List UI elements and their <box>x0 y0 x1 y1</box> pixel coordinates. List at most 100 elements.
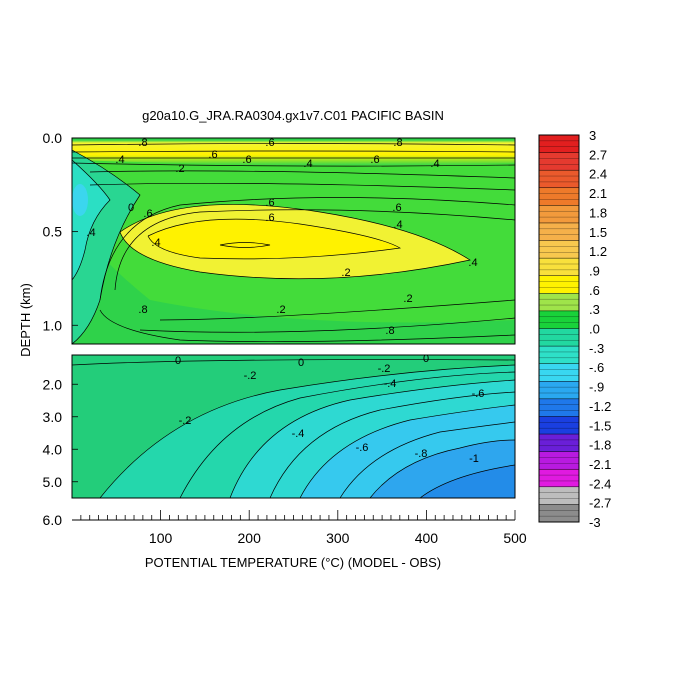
upper-contour-label: .8 <box>138 304 147 316</box>
x-tick-label: 300 <box>326 530 350 546</box>
contour-surface-4 <box>72 162 515 167</box>
lower-contour-label: -.2 <box>244 370 257 382</box>
contour-thermo-4 <box>147 218 402 260</box>
x-tick-label: 500 <box>503 530 527 546</box>
colorbar-swatch <box>539 486 579 505</box>
y-tick-label: 2.0 <box>43 376 63 392</box>
colorbar-swatch <box>539 328 579 347</box>
x-tick-label: 400 <box>415 530 439 546</box>
upper-contour-label: .6 <box>265 212 274 224</box>
upper-contour-label: .8 <box>138 137 147 149</box>
colorbar-label: -1.8 <box>589 438 611 453</box>
upper-contour-label: .4 <box>393 219 402 231</box>
upper-contour-label: .6 <box>265 197 274 209</box>
y-tick-label: 0.0 <box>43 130 63 146</box>
y-tick-label: 5.0 <box>43 474 63 490</box>
y-tick-label: 6.0 <box>43 512 63 528</box>
x-axis-label: POTENTIAL TEMPERATURE (°C) (MODEL - OBS) <box>145 555 441 570</box>
colorbar-swatch <box>539 275 579 294</box>
colorbar-swatch <box>539 451 579 470</box>
upper-contour-label: .6 <box>208 149 217 161</box>
upper-contour-label: .4 <box>115 154 124 166</box>
lower-contour-label: 0 <box>423 353 429 365</box>
colorbar-label: -2.7 <box>589 496 611 511</box>
colorbar-label: -.6 <box>589 360 604 375</box>
upper-contour-label: .4 <box>303 158 312 170</box>
lower-contour-label: -.2 <box>179 415 192 427</box>
lower-contours <box>72 359 515 498</box>
contour-cold-1 <box>72 159 111 281</box>
contour-thermo-1 <box>99 197 515 301</box>
colorbar-swatch <box>539 222 579 242</box>
colorbar-label: -2.4 <box>589 476 611 491</box>
upper-contour-label: 0 <box>128 202 134 214</box>
colorbar-label: 1.2 <box>589 244 607 259</box>
contour-lower-2 <box>99 364 515 498</box>
lower-contour-label: -.4 <box>384 378 397 390</box>
colorbar-swatch <box>539 135 579 154</box>
surface-warm-band <box>72 140 515 165</box>
colorbar-label: .9 <box>589 263 600 278</box>
colorbar-label: .0 <box>589 322 600 337</box>
colorbar-label: -2.1 <box>589 457 611 472</box>
contour-surface-2 <box>72 150 515 153</box>
upper-contour-label: .4 <box>151 237 160 249</box>
contour-thermo-2 <box>114 209 515 291</box>
colorbar-label: 1.8 <box>589 205 607 220</box>
upper-cold-eddy <box>72 184 88 216</box>
colorbar-label: -1.5 <box>589 418 611 433</box>
y-tick-label: 3.0 <box>43 409 63 425</box>
lower-contour-label: 0 <box>175 355 181 367</box>
colorbar-label: -.3 <box>589 341 604 356</box>
colorbar-label: .3 <box>589 302 600 317</box>
colorbar-label: 1.5 <box>589 225 607 240</box>
contour-thermo-3 <box>119 204 471 280</box>
contour-lower-3 <box>179 371 515 498</box>
colorbar-swatch <box>539 434 579 453</box>
contour-lower-1 <box>72 359 515 366</box>
lower-contour-label: -1 <box>469 453 479 465</box>
y-axis-ticks: 0.0 0.5 1.0 2.0 3.0 4.0 5.0 6.0 <box>43 130 78 528</box>
lower-panel-frame <box>71 354 516 499</box>
colorbar-swatch <box>539 416 579 435</box>
upper-contour-label: .6 <box>370 154 379 166</box>
contour-thermo-mini <box>219 242 271 248</box>
x-tick-label: 100 <box>149 530 173 546</box>
contour-lower-8 <box>369 439 515 498</box>
colorbar-swatch <box>539 346 579 365</box>
colorbar-label: 3 <box>589 128 596 143</box>
colorbar-label: 2.7 <box>589 147 607 162</box>
colorbar-swatch <box>539 187 579 206</box>
upper-contour-label: .4 <box>86 227 95 239</box>
upper-contour-label: .2 <box>341 267 350 279</box>
colorbar-swatch <box>539 469 579 488</box>
colorbar-swatch <box>539 504 579 523</box>
colorbar-swatch <box>539 152 579 171</box>
colorbar-swatch <box>539 240 579 259</box>
colorbar-swatch <box>539 381 579 400</box>
lower-contour-label: -.2 <box>378 363 391 375</box>
contour-lower-7 <box>339 421 515 498</box>
lower-contour-label: -.6 <box>356 442 369 454</box>
contour-lower-5 <box>269 391 515 498</box>
colorbar-label: 2.4 <box>589 167 607 182</box>
contour-deep-1 <box>159 299 515 321</box>
upper-contour-label: .6 <box>392 202 401 214</box>
x-tick-label: 200 <box>238 530 262 546</box>
upper-contour-label: .6 <box>242 154 251 166</box>
colorbar-frame <box>538 134 580 523</box>
upper-contour-label: .8 <box>393 137 402 149</box>
colorbar: 3 2.7 2.4 2.1 1.8 1.5 1.2 .9 .6 .3 .0 -.3 -.6 -.9 -1.2… <box>538 128 611 530</box>
upper-contour-label: .6 <box>265 137 274 149</box>
colorbar-swatch <box>539 170 579 189</box>
upper-contour-label: .2 <box>403 293 412 305</box>
lower-contour-labels: 0 0 0 -.2 -.2 -.4 -.2 -.6 -.4 -.6 -.8 -1 <box>175 353 484 465</box>
colorbar-swatch <box>539 293 579 312</box>
contour-cold-2 <box>72 149 141 344</box>
x-axis-ticks: 100 200 300 400 500 <box>80 510 527 546</box>
y-tick-label: 1.0 <box>43 317 63 333</box>
thermocline-inner-core <box>148 219 400 259</box>
colorbar-label: .6 <box>589 283 600 298</box>
colorbar-label: -1.2 <box>589 399 611 414</box>
